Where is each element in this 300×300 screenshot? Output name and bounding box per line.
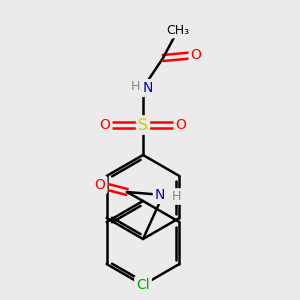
Text: S: S (138, 118, 148, 133)
Text: O: O (176, 118, 186, 132)
Text: Cl: Cl (136, 278, 150, 292)
Text: N: N (155, 188, 165, 202)
Text: O: O (190, 48, 201, 62)
Text: H: H (131, 80, 140, 93)
Text: CH₃: CH₃ (167, 23, 190, 37)
Text: O: O (94, 178, 105, 192)
Text: H: H (172, 190, 181, 203)
Text: N: N (142, 81, 153, 95)
Text: O: O (100, 118, 110, 132)
